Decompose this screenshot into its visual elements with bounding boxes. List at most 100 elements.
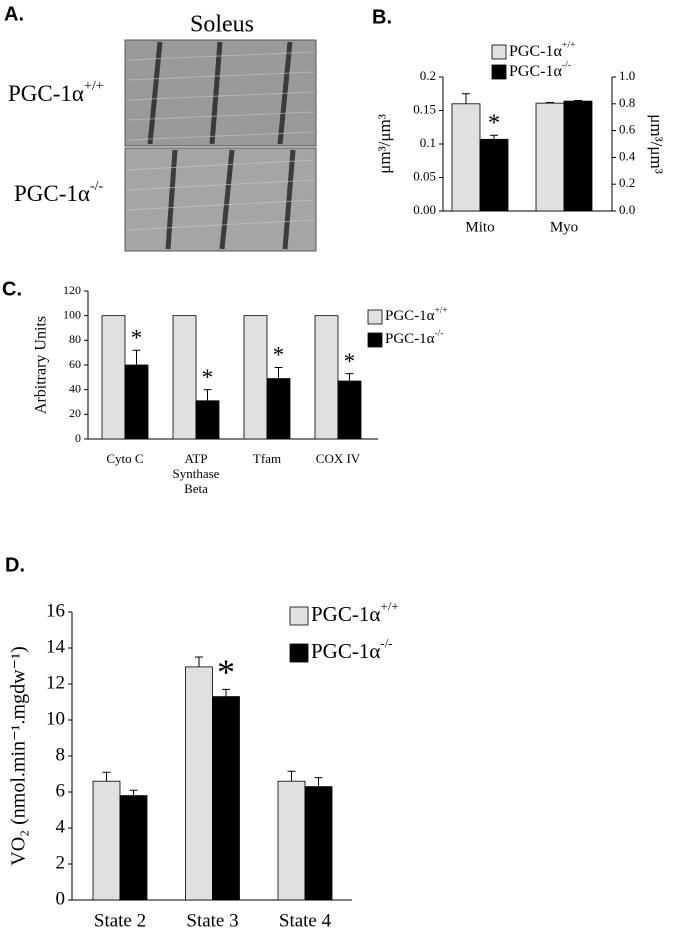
row-label-name: PGC-1α (8, 81, 84, 106)
legend-swatch (491, 64, 507, 80)
legend-sup: -/- (380, 636, 392, 651)
bar (212, 696, 240, 901)
y-tick-label: 4 (56, 816, 66, 837)
bar (479, 138, 509, 212)
error-bar (546, 101, 554, 104)
legend-swatch (289, 643, 309, 663)
x-tick-label: ATP Synthase Beta (173, 451, 220, 496)
y-tick-label: 0 (56, 888, 66, 909)
error-bar (222, 688, 230, 697)
row-label-sup: +/+ (84, 79, 104, 94)
x-tick-label: State 2 (94, 910, 146, 931)
bar (243, 315, 268, 440)
panel-label: A. (4, 3, 24, 25)
significance-marker: * (488, 109, 500, 136)
legend-label: PGC-1α+/+ (311, 599, 399, 626)
legend-name: PGC-1α (311, 602, 380, 626)
x-tick-label: Cyto C (106, 451, 143, 466)
y-tick-label: 8 (56, 744, 66, 765)
row-label: PGC-1α+/+ (8, 79, 104, 106)
y-tick-label: 14 (46, 636, 66, 657)
legend-label: PGC-1α-/- (311, 636, 393, 663)
y-tick-label: 20 (69, 406, 81, 420)
row-label-sup: -/- (90, 179, 104, 194)
legend-name: PGC-1α (509, 43, 562, 60)
significance-marker: * (217, 652, 235, 692)
error-bar (129, 789, 138, 796)
y-tick-label: 0.4 (619, 148, 636, 163)
legend-name: PGC-1α (509, 63, 562, 80)
axis-title: μm³/μm³ (647, 114, 666, 174)
panel-label: D. (5, 554, 25, 576)
y-tick-label: 80 (69, 332, 81, 346)
bar (101, 315, 126, 440)
panel-label: C. (2, 278, 22, 300)
error-bar (345, 373, 354, 382)
error-bar (203, 389, 212, 401)
y-tick-label: 0.0 (619, 202, 635, 217)
y-tick-label: 0.15 (413, 101, 436, 116)
y-tick-label: 6 (56, 780, 66, 801)
panel-label: B. (372, 6, 392, 28)
error-bar (287, 770, 296, 782)
x-tick-label: State 4 (279, 910, 332, 931)
y-tick-label: 60 (69, 357, 81, 371)
bar (277, 780, 306, 901)
axis-title: VO₂ (nmol.min⁻¹.mgdw⁻¹) (8, 646, 30, 866)
legend-swatch (367, 309, 383, 325)
axis-title: Arbitrary Units (33, 316, 50, 414)
bar (337, 380, 362, 440)
axis-title: μm³/μm³ (375, 114, 394, 174)
error-bar (274, 366, 283, 379)
y-tick-label: 1.0 (619, 68, 635, 83)
y-tick-label: 0.6 (619, 122, 636, 137)
bar (119, 795, 148, 901)
y-tick-label: 100 (63, 307, 81, 321)
legend-name: PGC-1α (385, 308, 435, 324)
y-tick-label: 0.8 (619, 95, 635, 110)
error-bar (132, 349, 141, 365)
y-tick-label: 0.1 (420, 135, 436, 150)
bar (314, 315, 339, 440)
legend-sup: -/- (562, 60, 571, 71)
legend-swatch (289, 606, 309, 626)
x-tick-label: Tfam (253, 451, 281, 466)
legend-swatch (367, 332, 383, 348)
y-tick-label: 0.2 (420, 68, 436, 83)
error-bar (102, 771, 111, 782)
legend-swatch (491, 44, 507, 60)
significance-marker: * (202, 365, 213, 390)
bar (266, 378, 291, 440)
legend-label: PGC-1α+/+ (509, 40, 576, 60)
x-tick-label: State 3 (186, 910, 238, 931)
error-bar (462, 93, 470, 104)
error-bar (195, 656, 203, 667)
legend-sup: +/+ (562, 40, 576, 51)
y-tick-label: 0.05 (413, 168, 436, 183)
x-tick-label: Myo (550, 219, 578, 235)
significance-marker: * (344, 349, 355, 374)
row-label: PGC-1α-/- (14, 179, 104, 206)
bar (451, 103, 481, 212)
y-tick-label: 0.00 (413, 202, 436, 217)
legend-sup: +/+ (435, 306, 448, 316)
bar (124, 364, 149, 440)
bar (172, 315, 197, 440)
legend-name: PGC-1α (311, 639, 380, 663)
legend-sup: -/- (435, 329, 444, 339)
legend-label: PGC-1α+/+ (385, 306, 448, 324)
error-bar (490, 134, 498, 140)
legend-sup: +/+ (380, 599, 398, 614)
y-tick-label: 120 (63, 283, 81, 297)
y-tick-label: 12 (46, 672, 65, 693)
micrograph (124, 39, 317, 252)
legend-label: PGC-1α-/- (385, 329, 443, 347)
significance-marker: * (131, 325, 142, 350)
legend-label: PGC-1α-/- (509, 60, 571, 80)
significance-marker: * (273, 343, 284, 368)
y-tick-label: 0 (75, 431, 81, 445)
bar (304, 786, 333, 901)
y-tick-label: 10 (46, 708, 65, 729)
bar (92, 780, 121, 901)
